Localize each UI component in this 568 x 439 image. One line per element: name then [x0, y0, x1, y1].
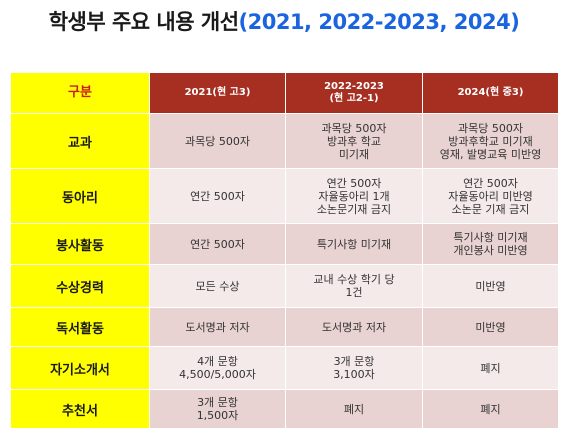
- cell-line: 3개 문항: [333, 355, 375, 368]
- row-label: 봉사활동: [10, 223, 150, 265]
- row-label: 교과: [10, 113, 150, 169]
- cell-line: 연간 500자: [190, 189, 245, 203]
- cell-line: 연간 500자: [463, 176, 518, 190]
- cell-line: 4,500/5,000자: [179, 368, 256, 381]
- cell-line: 모든 수상: [195, 279, 240, 293]
- table-row: 자기소개서 4개 문항 4,500/5,000자 3개 문항 3,100자 폐지: [10, 346, 559, 390]
- cell-line: 3개 문항: [197, 396, 238, 409]
- cell-line: 1,500자: [196, 409, 239, 422]
- cell-line: 도서명과 저자: [185, 320, 250, 334]
- cell-line: 방과후학교 미기재: [448, 134, 533, 148]
- cell-line: 연간 500자: [190, 237, 245, 251]
- cell-2022-2023: 연간 500자 자율동아리 1개 소논문기재 금지: [285, 168, 423, 224]
- cell-line: 도서명과 저자: [321, 320, 387, 334]
- header-col-2022-2023-line1: 2022-2023: [324, 81, 384, 92]
- cell-line: 3,100자: [333, 368, 375, 381]
- cell-2024: 폐지: [422, 389, 559, 429]
- cell-line: 소논문 기재 금지: [451, 202, 530, 216]
- cell-line: 과목당 500자: [321, 121, 387, 135]
- cell-line: 과목당 500자: [185, 134, 250, 148]
- table-row: 독서활동 도서명과 저자 도서명과 저자 미반영: [10, 307, 559, 347]
- cell-2024: 연간 500자 자율동아리 미반영 소논문 기재 금지: [422, 168, 559, 224]
- cell-2022-2023: 교내 수상 학기 당 1건: [285, 264, 423, 308]
- cell-line: 4개 문항: [197, 355, 238, 368]
- cell-2021: 연간 500자: [149, 223, 286, 265]
- cell-line: 특기사항 미기재: [316, 237, 392, 251]
- cell-line: 자율동아리 미반영: [448, 189, 533, 203]
- comparison-table: 구분 2021(현 고3) 2022-2023 (현 고2-1) 2024(현 …: [10, 72, 559, 429]
- header-row: 구분 2021(현 고3) 2022-2023 (현 고2-1) 2024(현 …: [10, 72, 559, 114]
- table-row: 봉사활동 연간 500자 특기사항 미기재 특기사항 미기재 개인봉사 미반영: [10, 223, 559, 265]
- cell-line: 연간 500자: [326, 176, 382, 190]
- row-label: 수상경력: [10, 264, 150, 308]
- page-title: 학생부 주요 내용 개선(2021, 2022-2023, 2024): [0, 6, 568, 36]
- cell-2024: 미반영: [422, 307, 559, 347]
- cell-line: 미기재: [338, 147, 370, 161]
- cell-line: 영재, 발명교육 미반영: [439, 147, 542, 161]
- cell-2021: 모든 수상: [149, 264, 286, 308]
- header-col-2024: 2024(현 중3): [422, 72, 559, 114]
- row-label: 동아리: [10, 168, 150, 224]
- cell-2021: 연간 500자: [149, 168, 286, 224]
- cell-line: 과목당 500자: [458, 121, 523, 135]
- cell-2024: 폐지: [422, 346, 559, 390]
- cell-2022-2023: 도서명과 저자: [285, 307, 423, 347]
- cell-2021: 4개 문항 4,500/5,000자: [149, 346, 286, 390]
- header-corner: 구분: [10, 72, 150, 114]
- row-label: 추천서: [10, 389, 150, 429]
- cell-2024: 과목당 500자 방과후학교 미기재 영재, 발명교육 미반영: [422, 113, 559, 169]
- table-row: 교과 과목당 500자 과목당 500자 방과후 학교 미기재 과목당 500자…: [10, 113, 559, 169]
- header-col-2022-2023: 2022-2023 (현 고2-1): [285, 72, 423, 114]
- cell-2021: 도서명과 저자: [149, 307, 286, 347]
- cell-line: 폐지: [343, 402, 365, 416]
- header-col-2021: 2021(현 고3): [149, 72, 286, 114]
- cell-2022-2023: 폐지: [285, 389, 423, 429]
- cell-line: 폐지: [480, 402, 501, 416]
- cell-2021: 3개 문항 1,500자: [149, 389, 286, 429]
- cell-2024: 미반영: [422, 264, 559, 308]
- cell-line: 소논문기재 금지: [316, 202, 392, 216]
- title-korean: 학생부 주요 내용 개선: [48, 10, 239, 34]
- title-years: (2021, 2022-2023, 2024): [238, 10, 520, 34]
- cell-line: 미반영: [475, 320, 506, 334]
- cell-line: 폐지: [480, 361, 501, 375]
- cell-2022-2023: 특기사항 미기재: [285, 223, 423, 265]
- cell-line: 1건: [345, 286, 363, 299]
- table-row: 동아리 연간 500자 연간 500자 자율동아리 1개 소논문기재 금지 연간…: [10, 168, 559, 224]
- cell-line: 교내 수상 학기 당: [313, 273, 395, 286]
- cell-2022-2023: 과목당 500자 방과후 학교 미기재: [285, 113, 423, 169]
- cell-line: 개인봉사 미반영: [453, 244, 528, 257]
- cell-2022-2023: 3개 문항 3,100자: [285, 346, 423, 390]
- header-col-2022-2023-line2: (현 고2-1): [329, 93, 379, 104]
- table-row: 수상경력 모든 수상 교내 수상 학기 당 1건 미반영: [10, 264, 559, 308]
- cell-line: 특기사항 미기재: [453, 231, 528, 244]
- row-label: 자기소개서: [10, 346, 150, 390]
- table-row: 추천서 3개 문항 1,500자 폐지 폐지: [10, 389, 559, 429]
- cell-line: 미반영: [475, 279, 506, 293]
- row-label: 독서활동: [10, 307, 150, 347]
- cell-2021: 과목당 500자: [149, 113, 286, 169]
- cell-2024: 특기사항 미기재 개인봉사 미반영: [422, 223, 559, 265]
- cell-line: 자율동아리 1개: [318, 189, 390, 203]
- cell-line: 방과후 학교: [326, 134, 382, 148]
